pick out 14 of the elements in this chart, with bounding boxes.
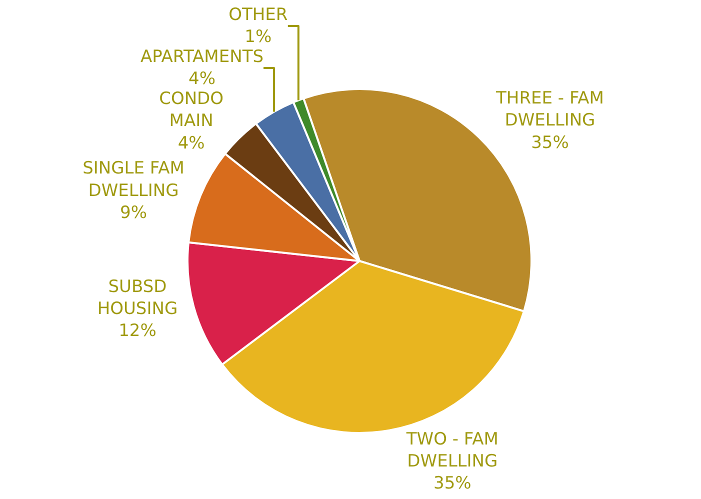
data-label: 4% — [188, 69, 216, 90]
slice-label: APARTAMENTS — [140, 46, 264, 67]
data-label: 35% — [531, 132, 569, 153]
slice-label: THREE - FAM DWELLING — [495, 88, 604, 131]
data-label: 4% — [178, 133, 205, 154]
data-label: 12% — [118, 321, 156, 342]
data-label: 35% — [434, 474, 472, 494]
data-label: 9% — [120, 202, 148, 223]
slice-label: CONDO MAIN — [159, 89, 224, 132]
slice-label: SUBSD HOUSING — [97, 276, 178, 319]
slice-label: OTHER — [228, 4, 288, 25]
slice-label: SINGLE FAM DWELLING — [82, 158, 184, 201]
data-label: 1% — [244, 26, 272, 47]
slice-label: TWO - FAM DWELLING — [405, 429, 498, 472]
